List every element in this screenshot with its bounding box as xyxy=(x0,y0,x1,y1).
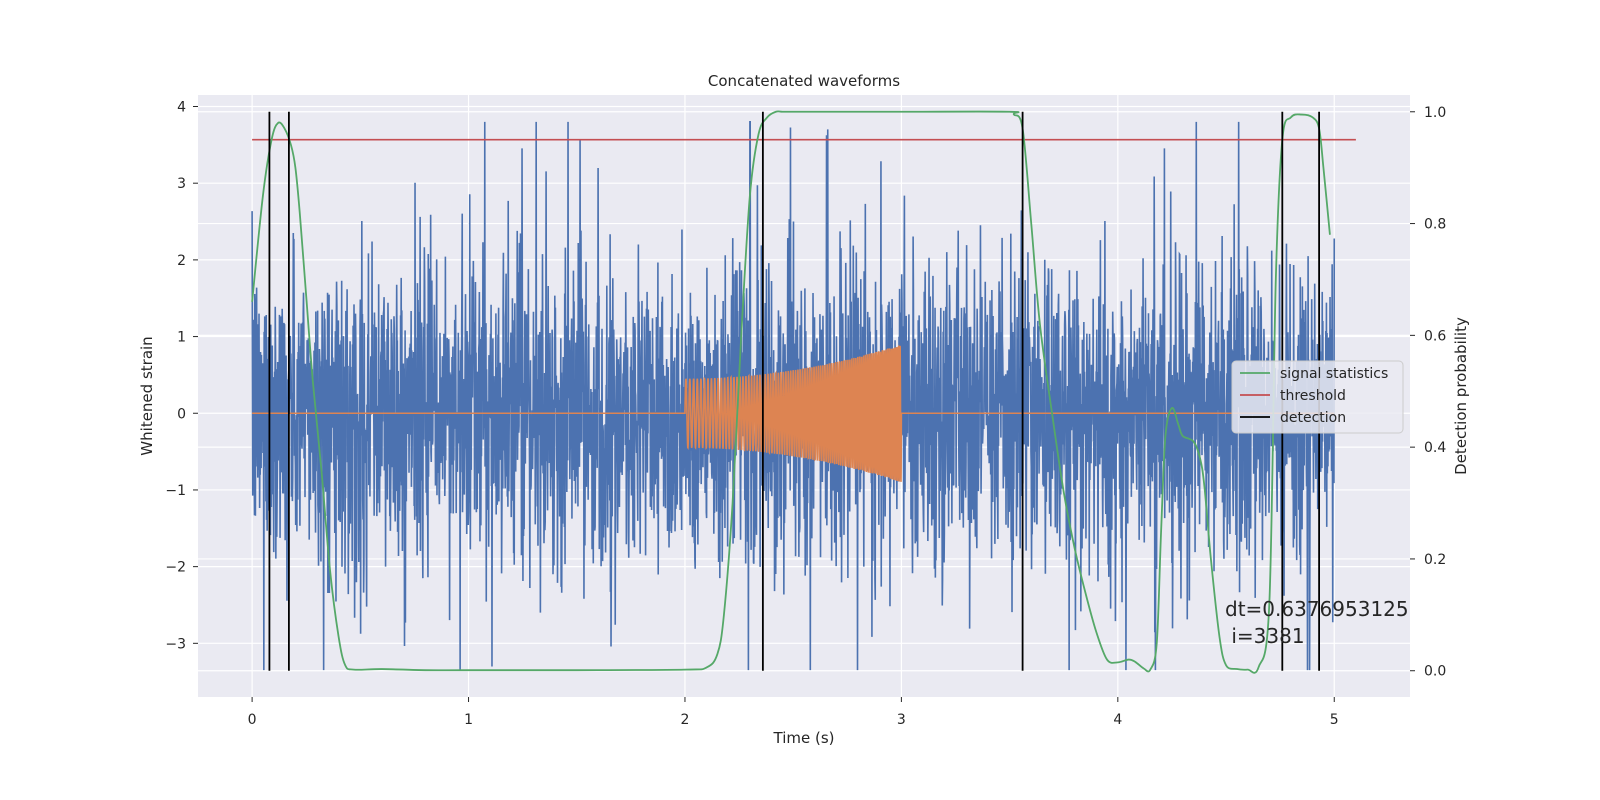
legend: signal statistics threshold detection xyxy=(1231,360,1404,434)
y-tick-label: 2 xyxy=(177,253,186,269)
x-tick-label: 5 xyxy=(1330,712,1339,728)
x-tick-label: 1 xyxy=(464,712,473,728)
y-tick-label: 0 xyxy=(177,406,186,422)
signal-statistics-line xyxy=(251,110,1331,674)
x-tick-label: 2 xyxy=(681,712,690,728)
legend-box xyxy=(1231,360,1404,434)
y-right-tick-label: 0.8 xyxy=(1424,217,1446,233)
injection-series-line xyxy=(252,344,1335,482)
plot-content xyxy=(251,110,1356,674)
chart-title: Concatenated waveforms xyxy=(708,72,900,90)
noise-series-line xyxy=(251,121,1336,671)
x-tick-label: 4 xyxy=(1113,712,1122,728)
y-right-tick-label: 0.0 xyxy=(1424,664,1446,680)
tick-labels: 0 1 2 3 4 5 −3 −2 −1 0 1 2 3 4 0.0 0.2 0.4 0.6 0.8 1.0 xyxy=(165,100,1446,728)
y-tick-label: −1 xyxy=(165,483,186,499)
legend-label-detection: detection xyxy=(1280,410,1346,426)
y-tick-label: −2 xyxy=(165,560,186,576)
y-tick-label: −3 xyxy=(165,636,186,652)
legend-label-signal-statistics: signal statistics xyxy=(1280,366,1388,382)
y-right-tick-label: 0.4 xyxy=(1424,440,1446,456)
x-tick-label: 3 xyxy=(897,712,906,728)
annotation-index: i=3381 xyxy=(1225,624,1305,648)
x-axis-label: Time (s) xyxy=(773,729,835,747)
y-right-tick-label: 0.2 xyxy=(1424,552,1446,568)
x-tick-label: 0 xyxy=(248,712,257,728)
y-tick-label: 3 xyxy=(177,176,186,192)
y-right-tick-label: 1.0 xyxy=(1424,105,1446,121)
y-tick-label: 1 xyxy=(177,330,186,346)
annotation-dt: dt=0.6376953125 xyxy=(1225,597,1409,621)
y-right-tick-label: 0.6 xyxy=(1424,328,1446,344)
y-axis-label: Whitened strain xyxy=(138,336,156,455)
y-axis-right-label: Detection probability xyxy=(1452,317,1470,475)
y-tick-label: 4 xyxy=(177,100,186,116)
legend-label-threshold: threshold xyxy=(1280,388,1346,404)
